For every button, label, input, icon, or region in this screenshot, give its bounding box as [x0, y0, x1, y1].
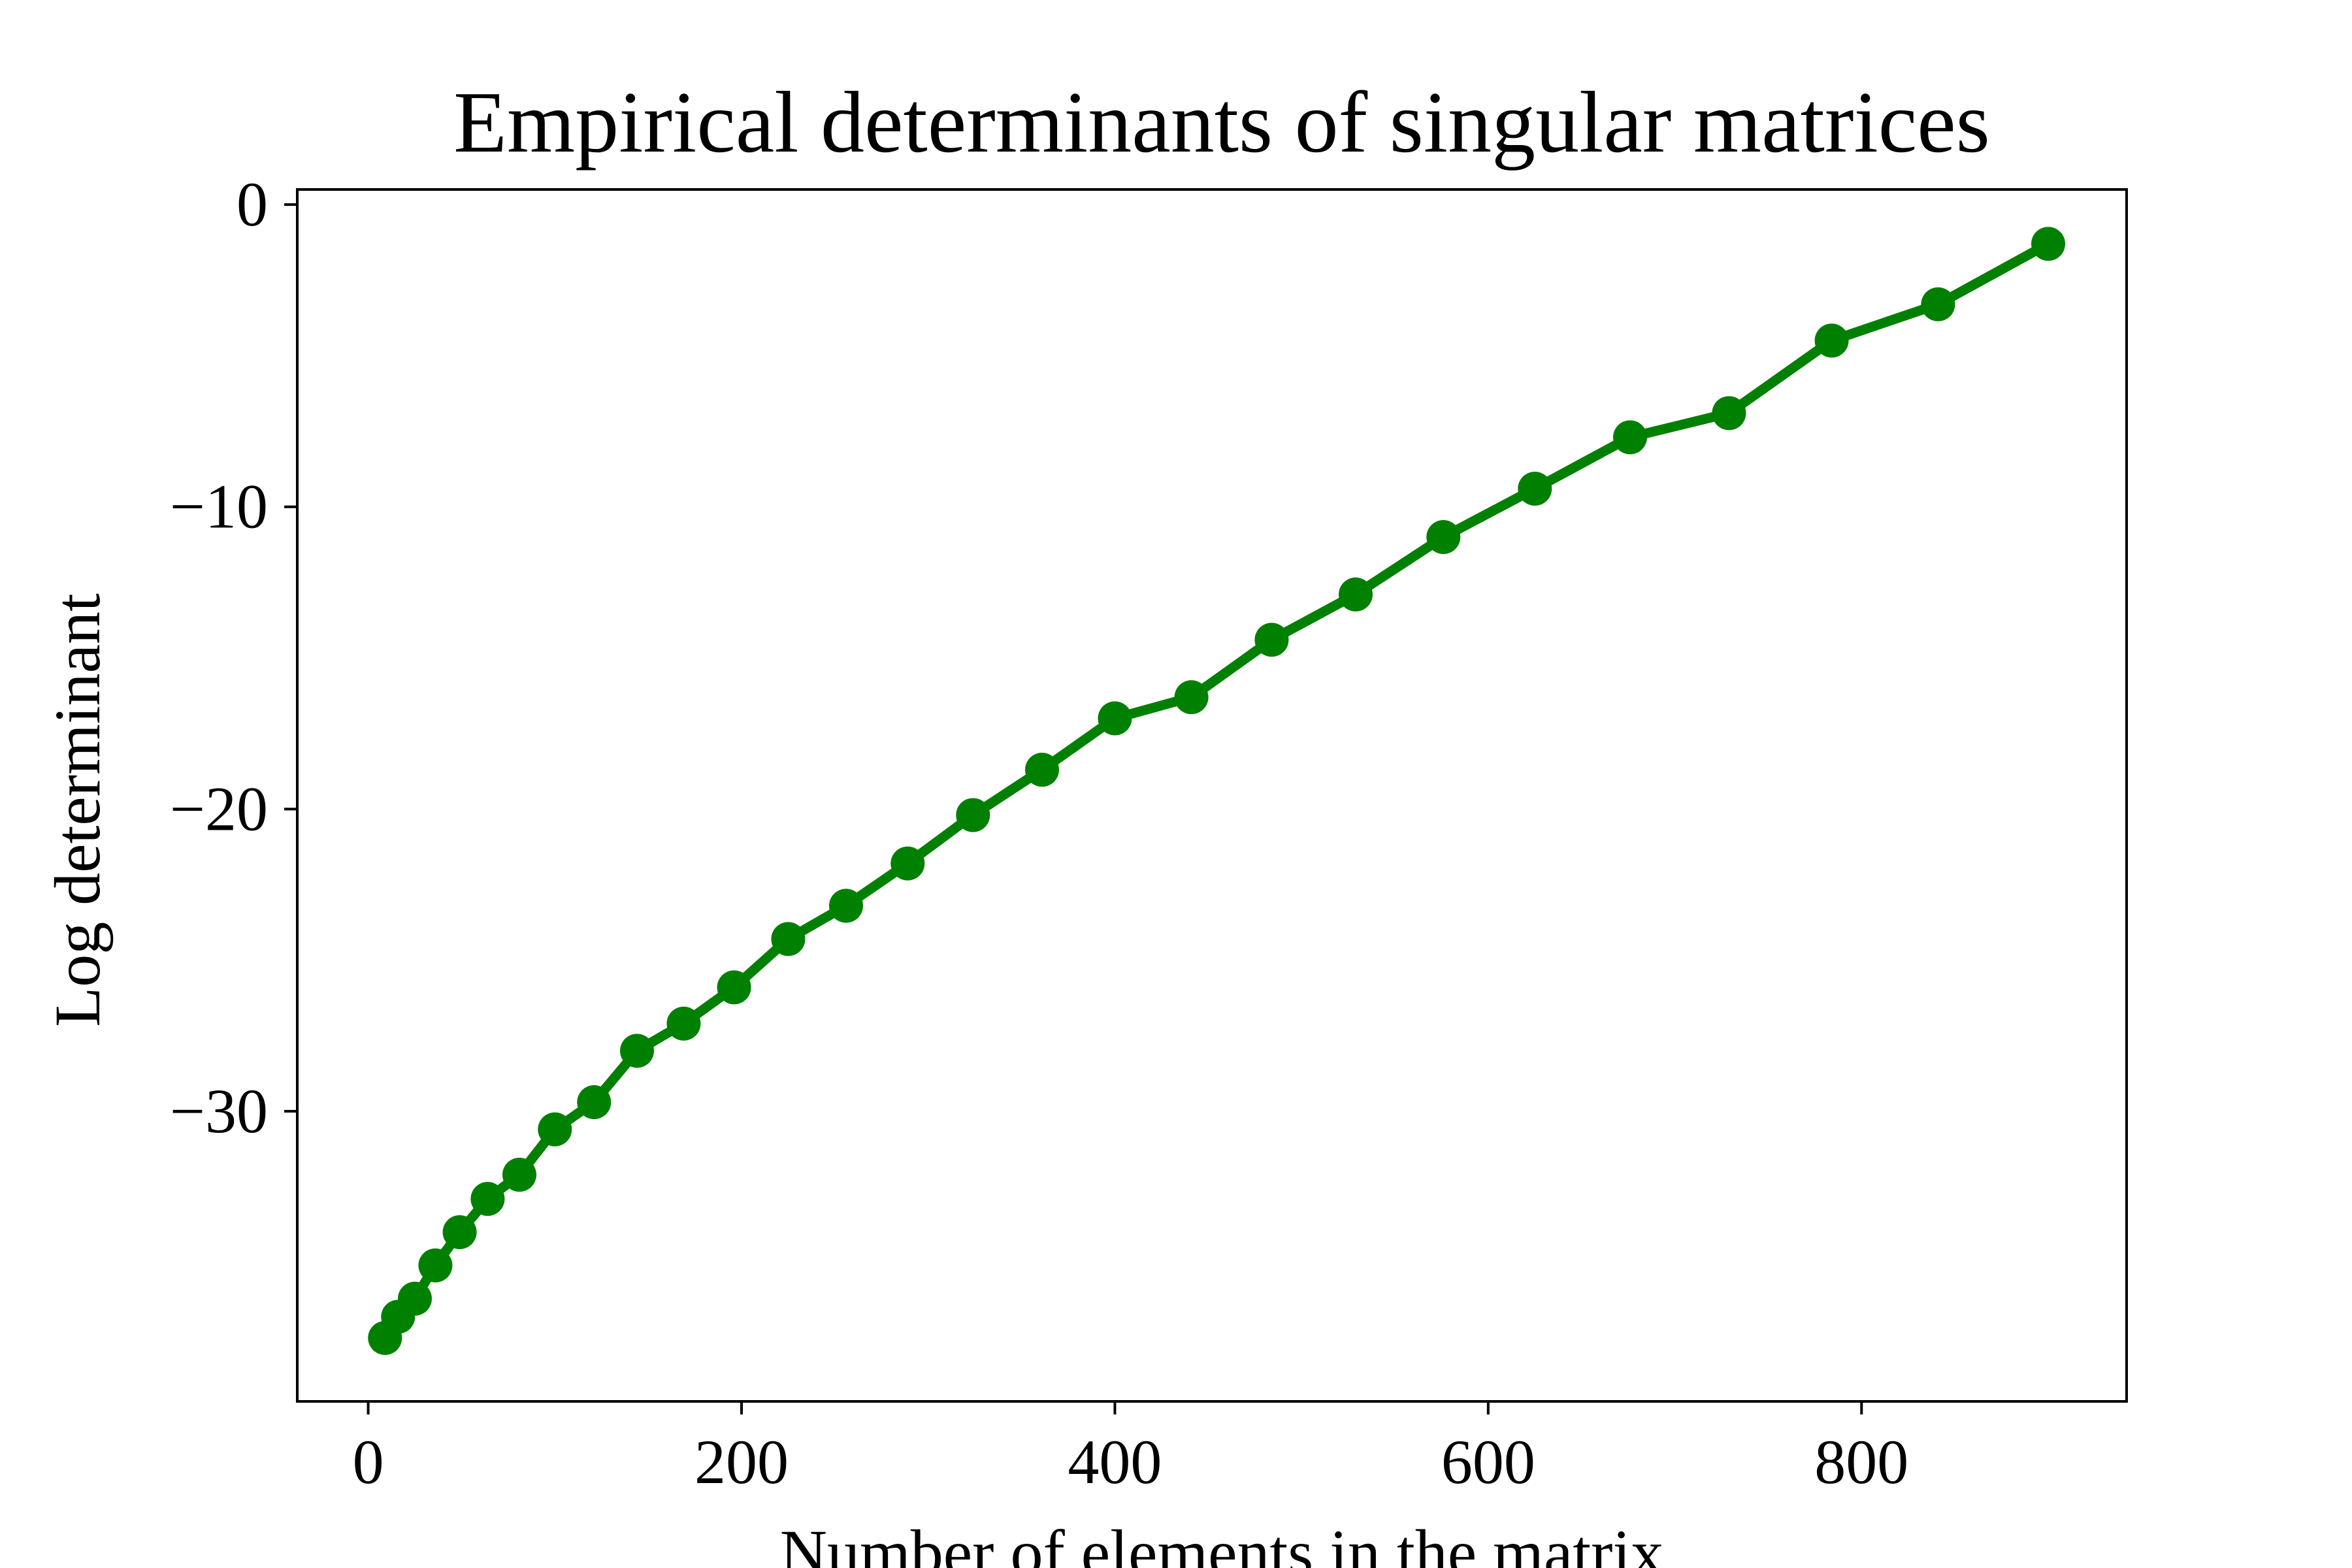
- data-point: [2031, 227, 2065, 261]
- data-point: [1025, 753, 1059, 787]
- data-point: [1712, 396, 1746, 431]
- data-point: [502, 1158, 536, 1192]
- x-tick-label: 0: [353, 1427, 384, 1497]
- data-point: [1098, 701, 1132, 736]
- data-point: [1613, 420, 1647, 455]
- data-point: [1339, 577, 1373, 612]
- data-point: [442, 1215, 477, 1249]
- axis-ticks: 0 200 400 600 800 0 −10 −20 −30: [170, 169, 1908, 1497]
- data-point: [1254, 623, 1289, 657]
- data-point: [829, 889, 863, 923]
- series-line: [380, 238, 2053, 1343]
- data-point: [890, 846, 925, 881]
- x-tick-label: 200: [694, 1427, 789, 1497]
- data-point: [538, 1112, 572, 1147]
- data-point: [1174, 680, 1209, 715]
- data-point: [1518, 471, 1552, 506]
- x-axis-title: Number of elements in the matrix: [780, 1516, 1663, 1568]
- data-point: [1814, 323, 1849, 358]
- data-point: [717, 970, 751, 1005]
- x-tick-label: 400: [1068, 1427, 1162, 1497]
- series-layer: [368, 227, 2065, 1355]
- data-point: [620, 1034, 654, 1068]
- y-tick-label: −20: [170, 774, 268, 843]
- data-point: [577, 1085, 612, 1120]
- x-tick-label: 800: [1814, 1427, 1908, 1497]
- y-tick-label: −30: [170, 1076, 268, 1146]
- x-tick-label: 600: [1441, 1427, 1535, 1497]
- y-axis-title: Log determinant: [41, 593, 114, 1027]
- data-point: [418, 1248, 453, 1282]
- y-tick-label: 0: [237, 169, 268, 239]
- data-point: [666, 1006, 701, 1041]
- data-point: [1921, 287, 1955, 321]
- y-tick-label: −10: [170, 472, 268, 542]
- plot-frame: [296, 188, 2128, 1403]
- data-point: [398, 1281, 432, 1316]
- chart-title: Empirical determinants of singular matri…: [453, 74, 1990, 171]
- data-point: [771, 922, 806, 956]
- data-point: [470, 1182, 505, 1217]
- data-point: [956, 798, 990, 832]
- data-point: [1426, 519, 1461, 554]
